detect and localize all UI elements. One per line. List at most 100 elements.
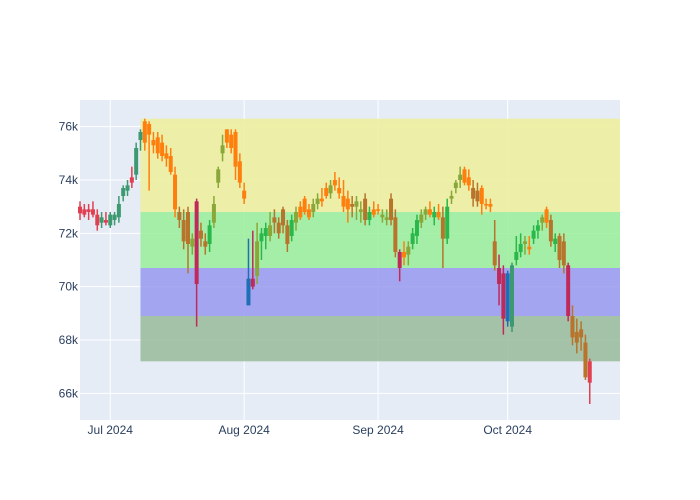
candlestick xyxy=(315,193,320,210)
candle-body xyxy=(570,316,575,338)
candle-body xyxy=(324,188,329,196)
candle-body xyxy=(289,220,294,236)
candlestick xyxy=(125,180,130,196)
candlestick xyxy=(298,201,303,220)
y-tick-label: 74k xyxy=(59,173,79,187)
candlestick xyxy=(151,132,156,154)
candlestick xyxy=(579,321,584,351)
candle-body xyxy=(466,177,471,186)
candlestick xyxy=(406,241,411,266)
candlestick xyxy=(268,212,273,242)
candlestick xyxy=(561,233,566,274)
candle-body xyxy=(540,217,545,223)
candlestick xyxy=(263,222,268,250)
candlestick xyxy=(540,214,545,231)
candlestick xyxy=(82,204,87,218)
candlestick xyxy=(237,153,242,188)
candle-body xyxy=(173,174,178,210)
candlestick xyxy=(224,129,229,148)
candle-body xyxy=(268,225,273,236)
candlestick xyxy=(289,214,294,242)
candle-body xyxy=(402,252,406,258)
candlestick xyxy=(363,193,368,226)
candle-body xyxy=(531,230,536,239)
candlestick xyxy=(324,182,329,199)
candlestick xyxy=(177,206,182,228)
candle-body xyxy=(475,190,480,202)
candlestick xyxy=(510,262,514,332)
candle-body xyxy=(203,241,208,247)
candlestick xyxy=(475,182,480,207)
candlestick xyxy=(488,198,493,212)
candle-body xyxy=(505,273,510,322)
candle-body xyxy=(125,185,130,191)
candlestick xyxy=(587,358,592,404)
candle-body xyxy=(449,196,454,199)
candle-body xyxy=(86,209,91,212)
candle-body xyxy=(211,204,216,223)
candlestick xyxy=(535,220,540,239)
candlestick xyxy=(108,212,113,228)
candle-body xyxy=(535,225,540,231)
candlestick xyxy=(142,118,147,151)
candle-body xyxy=(566,265,571,316)
candle-body xyxy=(453,182,458,188)
candlestick xyxy=(402,241,406,266)
candle-body xyxy=(229,134,234,148)
y-tick-label: 70k xyxy=(59,280,79,294)
candle-body xyxy=(276,222,281,234)
candlestick xyxy=(432,206,437,226)
candle-body xyxy=(384,217,389,220)
candlestick xyxy=(164,145,169,167)
candle-body xyxy=(302,198,307,212)
candle-body xyxy=(233,132,238,167)
candle-body xyxy=(319,198,324,202)
candlestick xyxy=(345,190,350,223)
candle-body xyxy=(557,236,562,260)
candlestick xyxy=(276,217,281,239)
candlestick xyxy=(574,318,579,354)
candlestick xyxy=(397,249,402,282)
candlestick xyxy=(207,220,212,252)
candle-body xyxy=(281,209,286,226)
candlestick xyxy=(255,222,260,284)
candlestick xyxy=(501,265,506,335)
y-tick-label: 72k xyxy=(59,226,79,240)
candlestick xyxy=(436,204,441,220)
candle-body xyxy=(168,156,173,172)
candle-body xyxy=(311,204,316,212)
candlestick xyxy=(311,198,316,218)
candlestick xyxy=(410,228,415,250)
candlestick xyxy=(453,180,458,194)
candle-body xyxy=(432,212,437,218)
candle-body xyxy=(341,196,346,207)
candle-body xyxy=(332,180,337,186)
candle-body xyxy=(414,220,419,236)
candle-body xyxy=(544,209,549,223)
candle-body xyxy=(337,188,342,194)
candle-body xyxy=(458,174,463,180)
candle-body xyxy=(147,124,152,135)
candle-body xyxy=(363,198,368,220)
candlestick xyxy=(548,214,553,247)
candlestick xyxy=(414,214,419,244)
candle-body xyxy=(397,252,402,268)
candle-body xyxy=(501,273,506,319)
x-tick-label: Aug 2024 xyxy=(218,423,270,437)
candlestick xyxy=(306,204,311,220)
candle-body xyxy=(138,132,143,140)
candlestick xyxy=(173,166,178,218)
candle-body xyxy=(393,217,398,252)
candlestick xyxy=(78,201,82,220)
candlestick xyxy=(194,198,199,327)
candle-body xyxy=(177,212,182,220)
candle-body xyxy=(306,209,311,218)
candle-body xyxy=(160,142,165,156)
candle-body xyxy=(108,214,113,226)
candlestick xyxy=(350,196,355,218)
candle-body xyxy=(194,201,199,284)
candlestick xyxy=(259,228,264,260)
candle-body xyxy=(492,241,497,266)
candlestick xyxy=(583,334,588,380)
candlestick xyxy=(570,305,575,346)
